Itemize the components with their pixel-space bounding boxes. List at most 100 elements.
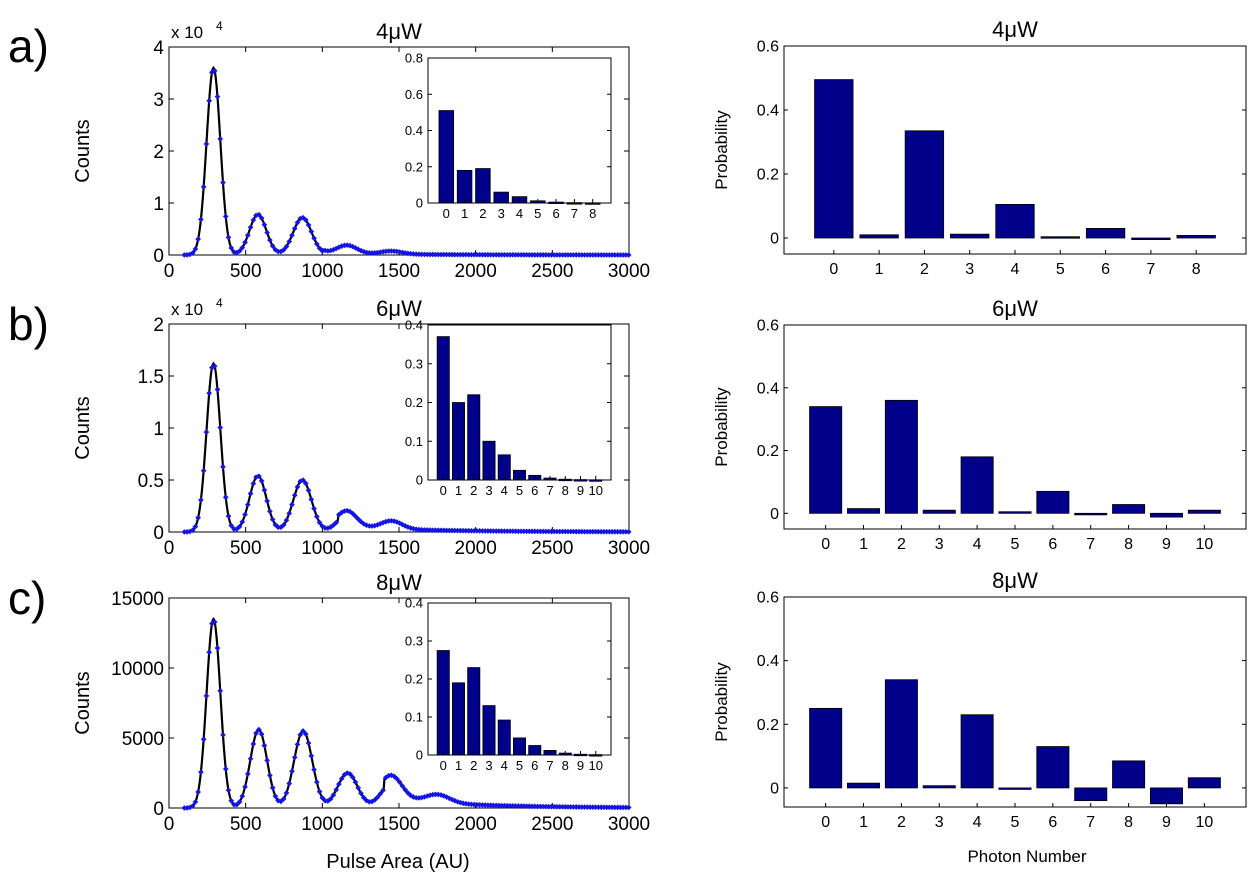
c-hist-data-point (261, 742, 268, 749)
a-hist-xtick-label: 1000 (301, 261, 343, 282)
b-hist-xtick-label: 1000 (301, 538, 343, 559)
c-hist-data-point (250, 741, 257, 747)
c-hist-data-point (347, 771, 353, 777)
b-hist-data-point (203, 429, 210, 435)
panel-label-b: b) (8, 298, 49, 350)
c-prob-bar (922, 785, 956, 789)
a-inset-xtick-label: 5 (534, 206, 541, 221)
a-hist-ytick-label: 2 (153, 142, 164, 163)
b-hist-data-point (239, 519, 246, 525)
a-hist-data-point (198, 216, 204, 223)
b-hist-data-point (286, 510, 293, 517)
b-hist-data-point (305, 487, 312, 494)
b-prob-bar (1074, 512, 1108, 516)
b-prob-title: 6μW (992, 296, 1038, 321)
c-hist-data-point (336, 781, 342, 787)
b-hist-data-point (267, 508, 273, 515)
c-hist-data-point (225, 787, 232, 794)
a-hist-data-point (625, 252, 632, 258)
c-hist-data-point (228, 797, 235, 804)
c-hist-data-point (377, 790, 384, 797)
c-hist-xtick-label: 1500 (378, 814, 420, 835)
a-hist-data-point (217, 136, 224, 142)
b-hist-data-point (261, 487, 268, 493)
b-prob-xtick-label: 0 (821, 536, 830, 553)
b-inset-bar (451, 402, 465, 481)
c-prob-plot: 0 0.2 0.4 0.6 0 1 2 3 4 5 6 7 8 9 10 8μW Probability (712, 568, 1247, 831)
c-hist-data-point (380, 787, 386, 794)
a-hist-data-point (289, 232, 295, 239)
c-prob-xtick-label: 2 (897, 814, 906, 831)
c-hist-data-point (286, 780, 293, 787)
c-hist-data-point (214, 645, 221, 651)
b-hist-data-point (280, 522, 287, 528)
b-hist-data-point (206, 390, 213, 397)
c-hist-data-point (198, 769, 204, 775)
b-prob-xtick-label: 2 (897, 536, 906, 553)
c-hist-data-point (352, 779, 359, 786)
a-hist-ytick-label: 3 (153, 90, 164, 111)
a-hist-data-point (311, 235, 317, 242)
b-hist-data-point (250, 480, 257, 487)
b-hist-data-point (269, 516, 276, 523)
a-hist-data-point (244, 232, 251, 239)
c-inset-plot: 00.10.20.30.40 1 2 3 4 5 6 7 8 9 10 (405, 596, 612, 773)
a-prob-title: 4μW (992, 17, 1038, 42)
a-hist-data-point (192, 246, 199, 252)
c-hist-data-point (217, 687, 224, 694)
b-prob-bar (960, 456, 994, 514)
a-inset-xtick-label: 6 (552, 206, 559, 221)
b-prob-xtick-label: 3 (935, 536, 944, 553)
a-hist-data-point (286, 238, 293, 245)
a-hist-ytick-label: 0 (153, 246, 164, 267)
a-inset-ytick-label: 0.2 (405, 159, 423, 174)
b-hist-data-point (220, 463, 226, 470)
b-prob-bar (809, 406, 843, 514)
a-hist-data-point (203, 141, 210, 147)
a-prob-bar (995, 203, 1035, 239)
c-hist-data-point (272, 793, 279, 800)
b-inset-xtick-label: 9 (577, 483, 584, 498)
c-hist-data-point (253, 730, 259, 737)
a-hist-data-point (242, 239, 248, 246)
b-hist-data-point (217, 424, 224, 431)
c-inset-bar (467, 667, 481, 756)
b-inset-xtick-label: 8 (562, 483, 569, 498)
c-prob-ytick-label: 0.4 (757, 653, 779, 670)
b-prob-ylabel: Probability (712, 387, 731, 467)
c-inset-xtick-label: 5 (516, 758, 523, 773)
b-hist-xtick-label: 0 (164, 538, 175, 559)
a-inset-bar (438, 110, 455, 204)
a-inset-bar (475, 168, 491, 204)
c-hist-ytick-label: 0 (153, 799, 164, 820)
a-prob-xtick-label: 7 (1146, 261, 1155, 278)
c-inset-xtick-label: 6 (531, 758, 538, 773)
b-hist-data-point (236, 523, 243, 530)
c-inset-xtick-label: 4 (501, 758, 508, 773)
a-inset-xtick-label: 1 (461, 206, 468, 221)
c-inset-bar (482, 705, 496, 756)
c-hist-data-point (305, 740, 312, 746)
c-prob-frame (783, 596, 1247, 808)
a-inset-ytick-label: 0 (416, 196, 423, 211)
c-hist-data-point (203, 693, 210, 699)
a-prob-xtick-label: 5 (1056, 261, 1065, 278)
c-prob-bar (1149, 787, 1183, 805)
a-hist-data-point (236, 248, 243, 254)
a-prob-ytick-label: 0 (770, 231, 779, 248)
c-inset-ytick-label: 0.4 (405, 596, 423, 611)
c-hist-data-point (294, 741, 301, 748)
a-hist-data-point (280, 247, 287, 253)
b-hist-title: 6μW (376, 296, 422, 321)
a-inset-plot: 00.20.40.60.80 1 2 3 4 5 6 7 8 (405, 51, 612, 221)
c-inset-xtick-label: 3 (485, 758, 492, 773)
a-inset-xtick-label: 3 (498, 206, 505, 221)
c-hist-data-point (319, 794, 326, 801)
b-hist-data-point (195, 514, 201, 521)
c-hist-data-point (394, 775, 400, 782)
a-hist-title: 4μW (376, 19, 422, 44)
a-hist-data-point (291, 225, 298, 232)
a-hist-ytick-label: 1 (153, 194, 164, 215)
a-prob-ytick-label: 0.4 (757, 103, 779, 120)
